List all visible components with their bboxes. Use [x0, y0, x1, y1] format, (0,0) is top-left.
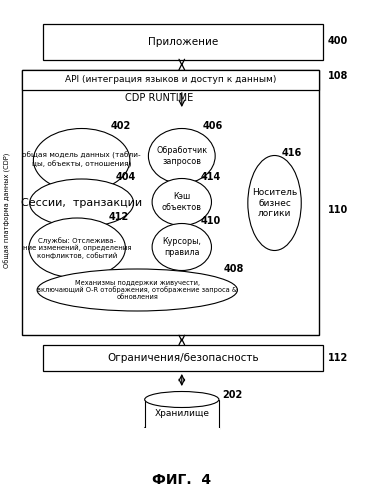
Text: 112: 112 [328, 353, 348, 363]
Text: ФИГ.  4: ФИГ. 4 [152, 473, 211, 487]
Ellipse shape [30, 179, 134, 227]
Text: 406: 406 [203, 121, 223, 131]
Text: Приложение: Приложение [148, 37, 218, 47]
Text: Сессии,  транзакции: Сессии, транзакции [21, 198, 142, 208]
Text: Обработчик
запросов: Обработчик запросов [156, 146, 207, 166]
Text: Курсоры,
правила: Курсоры, правила [162, 238, 201, 256]
Bar [22, 70, 319, 90]
Text: Носитель
бизнес
логики: Носитель бизнес логики [252, 188, 297, 218]
Text: 400: 400 [328, 36, 348, 46]
Text: Механизмы поддержки живучести,
включающий O-R отображения, отображение запроса &: Механизмы поддержки живучести, включающи… [37, 280, 237, 300]
Text: Службы: Отслежива-
ние изменений, определения
конфликтов, событий: Службы: Отслежива- ние изменений, опреде… [23, 237, 131, 259]
Ellipse shape [33, 128, 130, 192]
Bar [144, 428, 220, 438]
Text: 414: 414 [201, 172, 221, 181]
Bar [22, 70, 319, 335]
Text: Хранилище: Хранилище [154, 410, 209, 418]
Ellipse shape [145, 392, 219, 407]
Text: 402: 402 [111, 121, 131, 131]
Text: Ограничения/безопасность: Ограничения/безопасность [107, 353, 259, 363]
Bar [43, 24, 323, 60]
Ellipse shape [145, 420, 219, 436]
Ellipse shape [152, 224, 211, 270]
Text: 404: 404 [116, 172, 136, 182]
Ellipse shape [37, 269, 237, 311]
Ellipse shape [152, 178, 211, 226]
Text: 202: 202 [223, 390, 243, 400]
Text: 408: 408 [223, 264, 244, 274]
Text: 416: 416 [281, 148, 302, 158]
Ellipse shape [29, 218, 125, 278]
Bar [43, 345, 323, 371]
Text: Общая платформа данных (CDP): Общая платформа данных (CDP) [4, 152, 11, 268]
Text: CDP RUNTIME: CDP RUNTIME [125, 93, 194, 103]
Text: общая модель данных (табли-
цы, объекты, отношения): общая модель данных (табли- цы, объекты,… [22, 152, 141, 168]
Text: 412: 412 [108, 212, 129, 222]
Ellipse shape [248, 156, 301, 250]
Text: 108: 108 [328, 71, 348, 81]
Ellipse shape [148, 128, 215, 184]
Text: 410: 410 [201, 216, 221, 226]
Text: 110: 110 [328, 205, 348, 215]
Text: API (интеграция языков и доступ к данным): API (интеграция языков и доступ к данным… [65, 76, 276, 84]
Bar [145, 400, 219, 428]
Text: Кэш
объектов: Кэш объектов [162, 192, 202, 212]
